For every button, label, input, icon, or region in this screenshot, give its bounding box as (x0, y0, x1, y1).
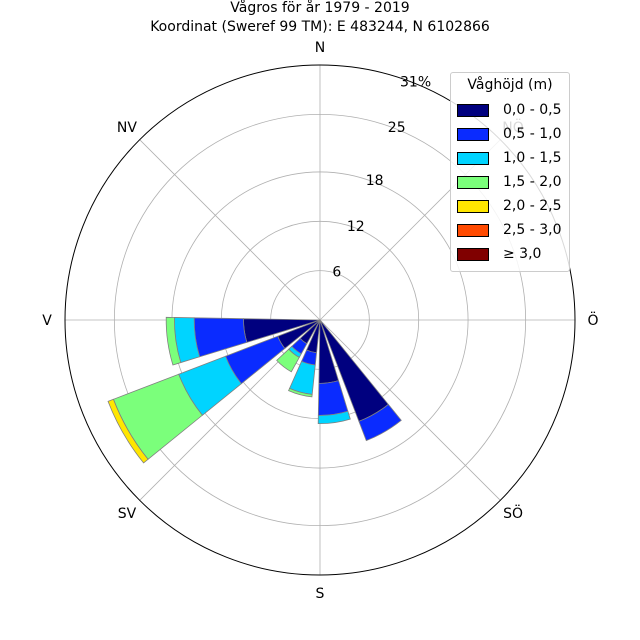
legend-item: 1,0 - 1,5 (451, 146, 569, 170)
rose-wedge (358, 403, 402, 442)
legend-swatch (457, 127, 489, 141)
polar-frame (64, 64, 576, 576)
legend-label: ≥ 3,0 (503, 246, 542, 262)
radial-tick-label: 25 (388, 120, 406, 136)
direction-label: S (316, 586, 325, 602)
legend-label: 1,5 - 2,0 (503, 174, 562, 190)
legend-item: 2,0 - 2,5 (451, 194, 569, 218)
chart-subtitle: Koordinat (Sweref 99 TM): E 483244, N 61… (150, 19, 490, 35)
radial-tick-label: 12 (347, 219, 365, 235)
legend-swatch (457, 199, 489, 213)
radial-tick-label: 18 (366, 173, 384, 189)
legend-item: ≥ 3,0 (451, 242, 569, 266)
direction-label: SÖ (503, 504, 523, 522)
legend-swatch (457, 103, 489, 117)
direction-label: NV (117, 120, 137, 136)
direction-label: Ö (587, 311, 598, 329)
legend-swatch (457, 175, 489, 189)
chart-title: Vågros för år 1979 - 2019 (230, 0, 410, 16)
rose-wedge (107, 398, 149, 464)
legend-swatch (457, 247, 489, 261)
legend-label: 1,0 - 1,5 (503, 150, 562, 166)
legend-swatch (457, 223, 489, 237)
rose-wedge (317, 410, 351, 425)
legend-label: 2,5 - 3,0 (503, 222, 562, 238)
legend-item: 2,5 - 3,0 (451, 218, 569, 242)
radial-tick-label: 6 (332, 264, 341, 280)
legend-item: 0,5 - 1,0 (451, 122, 569, 146)
legend-label: 0,0 - 0,5 (503, 102, 562, 118)
legend: Våghöjd (m) 0,0 - 0,5 0,5 - 1,0 1,0 - 1,… (450, 72, 570, 272)
legend-label: 0,5 - 1,0 (503, 126, 562, 142)
direction-label: V (42, 313, 52, 329)
direction-label: SV (118, 506, 137, 522)
rose-wedge (165, 316, 182, 366)
legend-label: 2,0 - 2,5 (503, 198, 562, 214)
angular-grid-line (319, 319, 501, 501)
angular-grid-line (139, 139, 321, 321)
legend-swatch (457, 151, 489, 165)
rose-wedge (317, 380, 349, 416)
legend-item: 1,5 - 2,0 (451, 170, 569, 194)
direction-label: N (315, 40, 325, 56)
radial-tick-label: 31% (400, 74, 431, 90)
rose-wedge (288, 387, 313, 398)
legend-title: Våghöjd (m) (467, 77, 553, 93)
legend-item: 0,0 - 0,5 (451, 98, 569, 122)
rose-wedge (276, 348, 300, 373)
